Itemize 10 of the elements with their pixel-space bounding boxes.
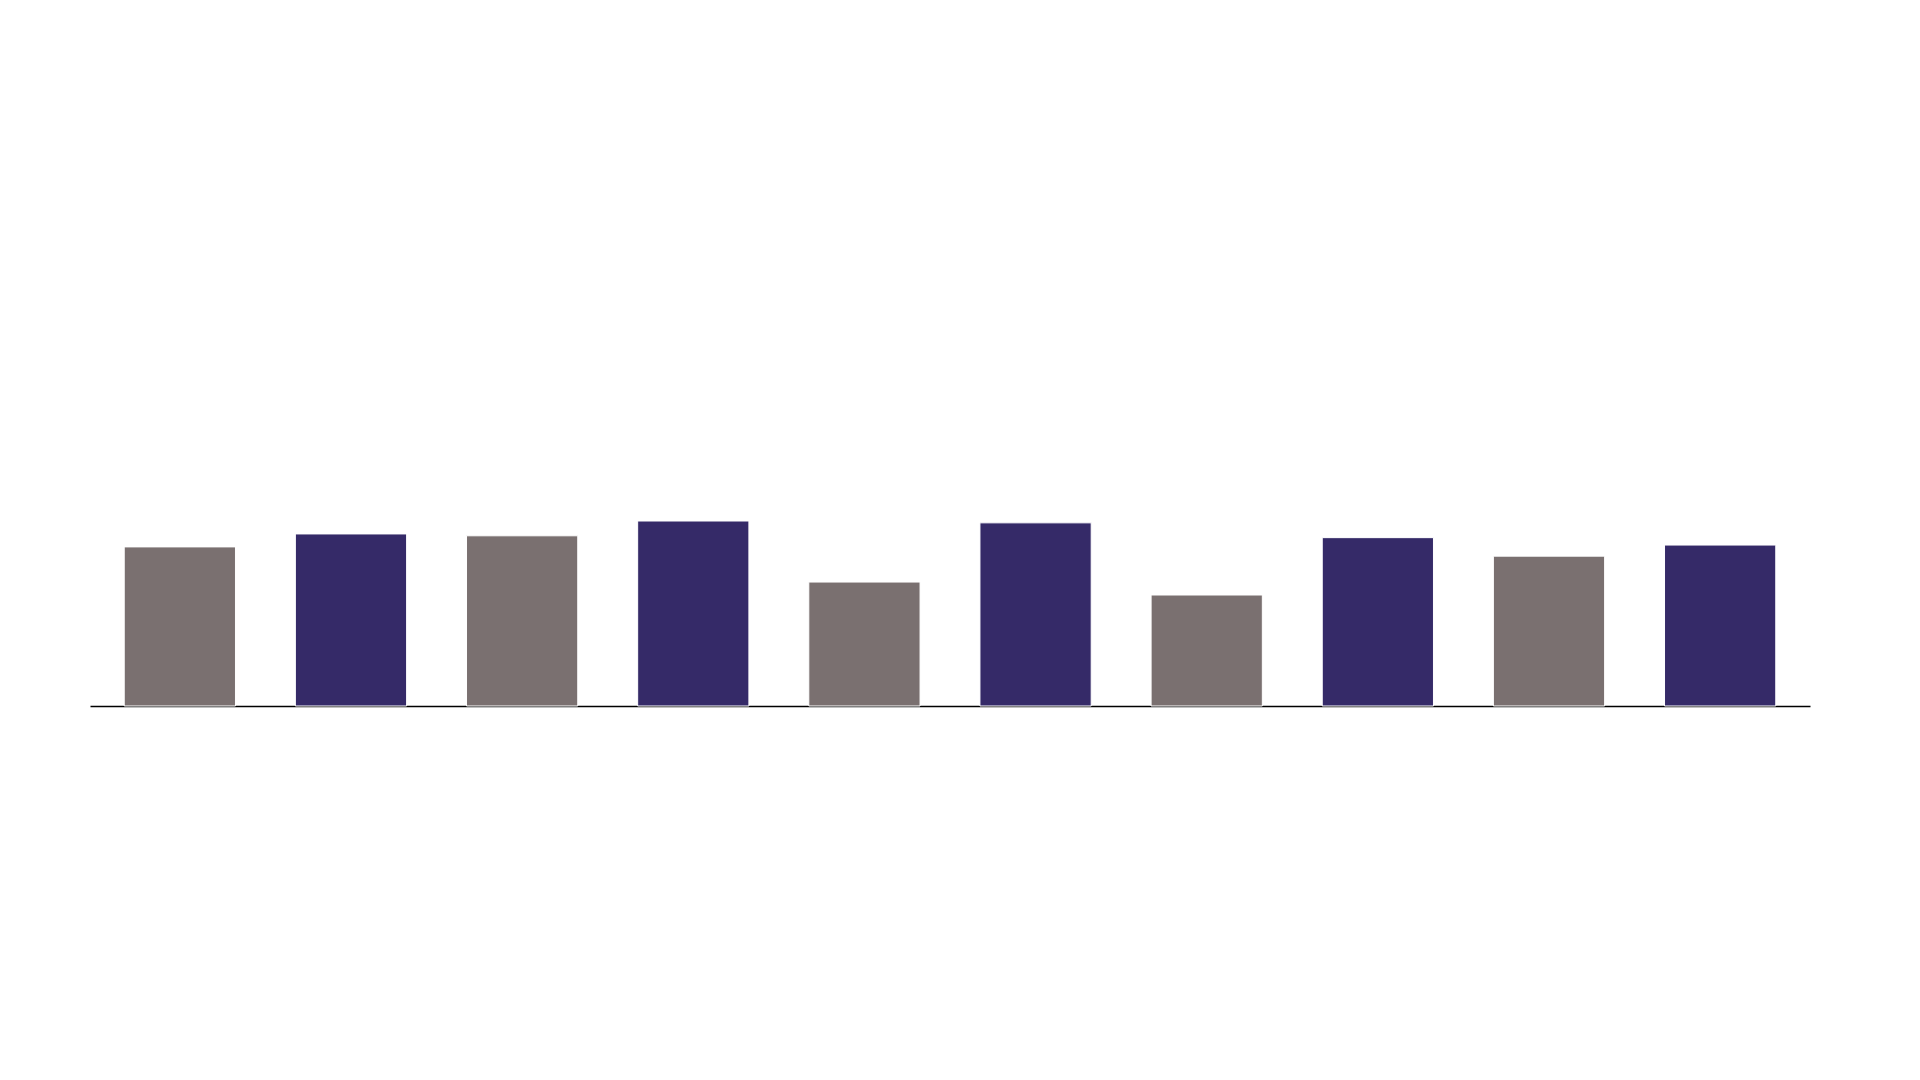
- bar: [1321, 537, 1434, 707]
- bar: [294, 533, 408, 707]
- bar: [808, 581, 921, 707]
- bar: [637, 520, 750, 707]
- bar: [1664, 544, 1777, 707]
- bar: [1150, 594, 1263, 707]
- bar: [1492, 555, 1606, 707]
- bar: [466, 535, 579, 707]
- bar: [979, 522, 1092, 707]
- bar: [123, 546, 236, 707]
